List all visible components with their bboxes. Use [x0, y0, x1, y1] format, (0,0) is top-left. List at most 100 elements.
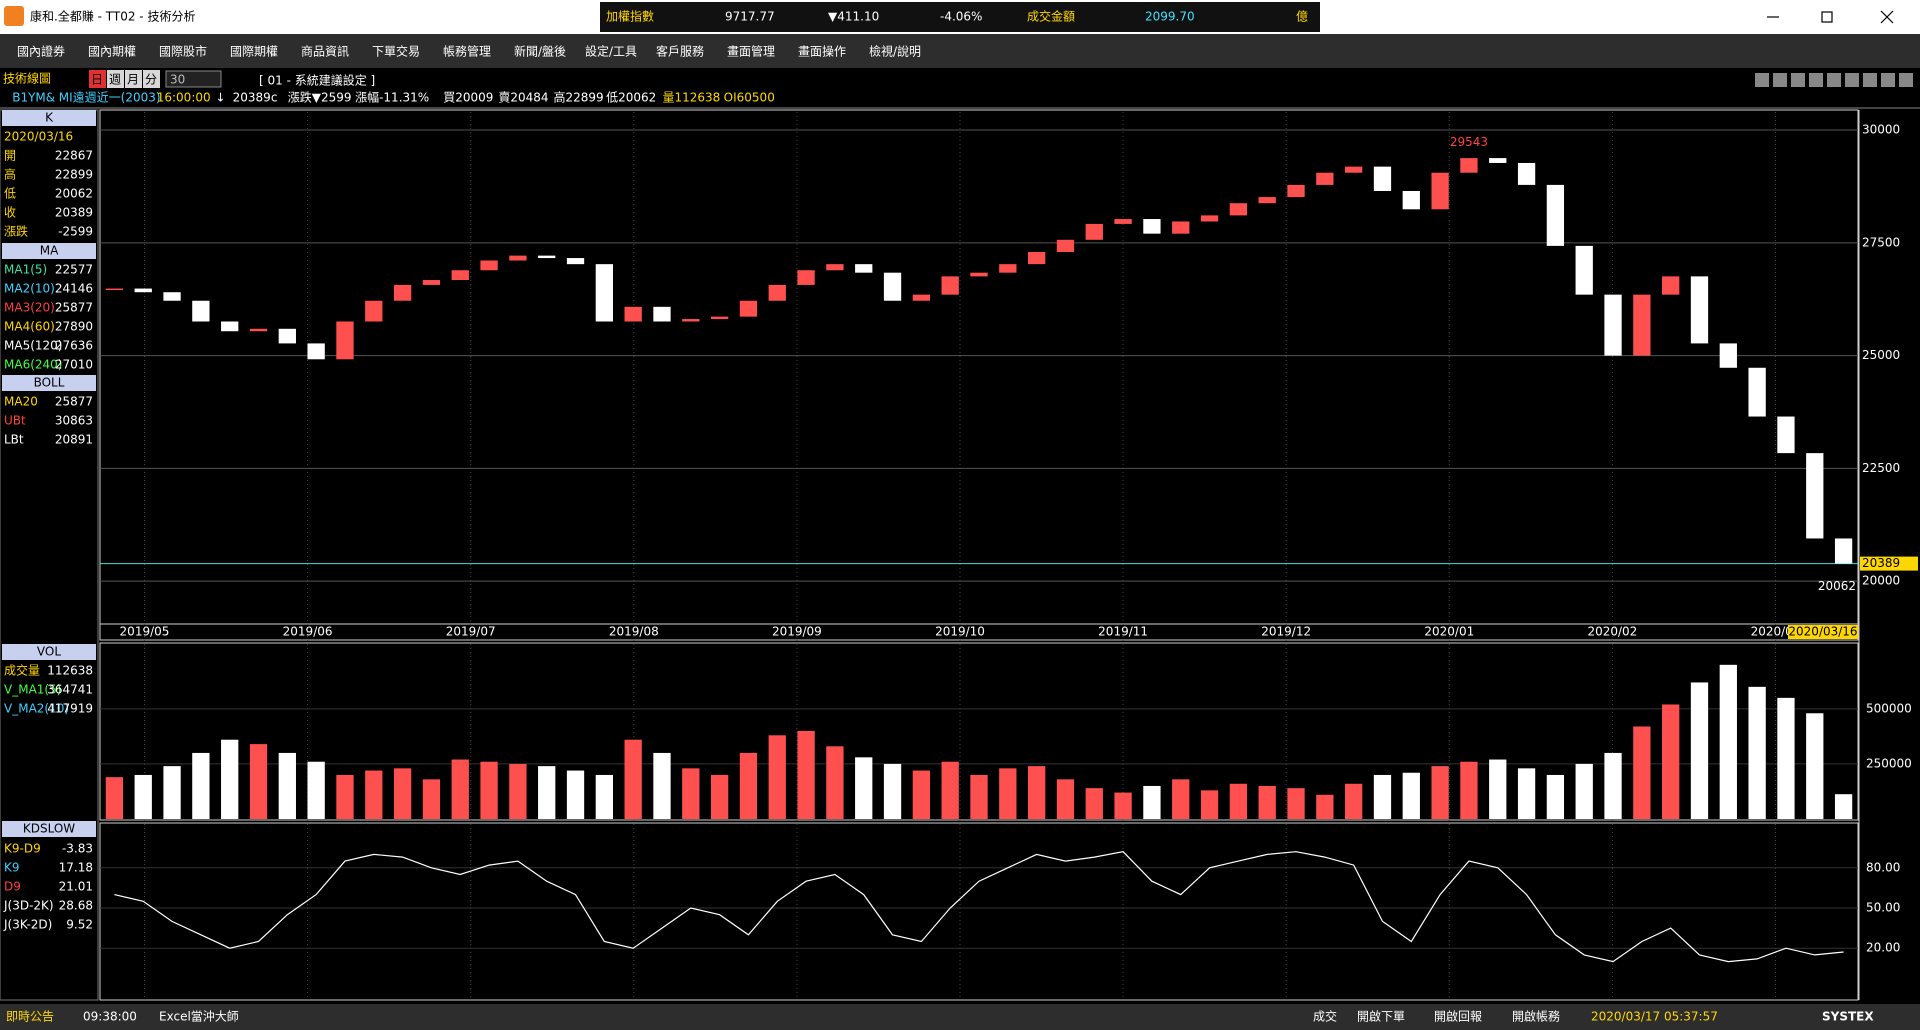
info-label: MA4(60) — [4, 320, 55, 334]
last-price-label: 20389 — [1862, 556, 1900, 570]
info-value: 28.68 — [59, 899, 93, 913]
volume-bar — [509, 763, 527, 819]
info-label: UBt — [4, 414, 26, 428]
info-label: 成交量 — [4, 663, 40, 678]
period-label[interactable]: 月 — [127, 73, 139, 87]
info-value: 20389 — [55, 206, 93, 220]
volume-bar — [480, 761, 498, 819]
y-tick-label: 500000 — [1866, 701, 1912, 715]
volume-bar — [826, 746, 844, 819]
volume-bar — [566, 770, 585, 819]
ticker-name: 加權指數 — [606, 9, 654, 24]
candle — [1662, 276, 1680, 295]
volume-bar — [1258, 785, 1276, 819]
menu-item[interactable]: 檢視/說明 — [869, 44, 921, 59]
menu-item[interactable]: 畫面操作 — [798, 44, 846, 59]
date-label: 2019/10 — [935, 625, 985, 639]
volume-bar — [307, 761, 325, 819]
quote-field: 漲跌▼2599 — [288, 90, 352, 105]
date-label: 2019/06 — [283, 625, 333, 639]
volume-bar — [1748, 686, 1766, 819]
period-label[interactable]: 週 — [109, 73, 121, 87]
volume-bar — [451, 759, 469, 819]
volume-bar — [1373, 774, 1392, 819]
panel-header — [2, 821, 96, 837]
period-button[interactable] — [89, 70, 106, 88]
panel-header-label: VOL — [37, 645, 61, 659]
volume-bar — [192, 752, 210, 819]
menu-item[interactable]: 設定/工具 — [585, 44, 637, 59]
period-label[interactable]: 日 — [91, 73, 103, 87]
info-value: -3.83 — [62, 842, 93, 856]
candle — [307, 343, 325, 360]
last-date: 2020/03/16 — [1788, 625, 1857, 639]
tool-name[interactable]: Excel當沖大師 — [159, 1010, 239, 1024]
high-marker: 29543 — [1450, 135, 1488, 149]
volume-bar — [1575, 763, 1593, 819]
menu-item[interactable]: 新聞/盤後 — [514, 44, 566, 59]
candle — [1690, 276, 1709, 344]
quote-field: MI遠週近一(2003) — [59, 91, 161, 105]
info-label: MA2(10) — [4, 282, 55, 296]
menu-item[interactable]: 畫面管理 — [727, 44, 775, 59]
status-button[interactable]: 開啟下單 — [1357, 1009, 1405, 1024]
period-button[interactable] — [107, 70, 124, 88]
menu-item[interactable]: 帳務管理 — [443, 44, 491, 59]
status-bar — [0, 1004, 1920, 1030]
menu-item[interactable]: 國際期權 — [230, 45, 278, 59]
status-button[interactable]: 開啟回報 — [1434, 1009, 1482, 1024]
candle — [1200, 215, 1219, 222]
menu-item[interactable]: 下單交易 — [372, 44, 420, 59]
panel-header-label: K — [45, 111, 54, 125]
count-select[interactable] — [165, 70, 222, 88]
candle — [1604, 294, 1622, 356]
candle — [797, 270, 815, 285]
period-button[interactable] — [143, 70, 160, 88]
date-label: 2019/07 — [446, 625, 496, 639]
status-button[interactable]: 開啟帳務 — [1512, 1009, 1560, 1024]
volume-bar — [739, 752, 758, 819]
quote-field: 量112638 — [662, 91, 720, 105]
candle — [1258, 197, 1276, 204]
candle — [1316, 172, 1334, 185]
status-button[interactable]: 成交 — [1313, 1009, 1337, 1024]
y-tick-label: 20.00 — [1866, 941, 1900, 955]
panel-frame — [99, 822, 1859, 1001]
count-value[interactable]: 30 — [170, 73, 185, 87]
info-value: 21.01 — [59, 880, 93, 894]
volume-bar — [768, 735, 786, 819]
candle — [451, 270, 469, 281]
menu-item[interactable]: 國內證券 — [17, 44, 65, 59]
info-value: 25877 — [55, 301, 93, 315]
candle — [1546, 184, 1565, 246]
kd-line — [114, 851, 1844, 963]
chart-tools[interactable] — [1755, 73, 1913, 87]
menu-item[interactable]: 商品資訊 — [301, 44, 349, 59]
menu-item[interactable]: 國內期權 — [88, 45, 136, 59]
candle — [566, 258, 585, 265]
date-label: 2019/09 — [772, 625, 822, 639]
period-label[interactable]: 分 — [145, 73, 157, 87]
date-label: 2019/12 — [1261, 625, 1311, 639]
info-value: 364741 — [47, 683, 93, 697]
menu-item[interactable]: 國際股市 — [159, 44, 207, 59]
toolbar — [0, 68, 1920, 108]
volume-bar — [1834, 794, 1853, 819]
volume-bar — [1114, 792, 1132, 819]
notice-time: 09:38:00 — [83, 1010, 137, 1024]
window-controls[interactable] — [1767, 10, 1894, 24]
notice[interactable]: 即時公告 — [6, 1010, 54, 1024]
volume-bar — [970, 774, 988, 819]
candle — [1575, 245, 1593, 295]
period-button[interactable] — [125, 70, 142, 88]
info-label: K9 — [4, 861, 20, 875]
low-marker: 20062 — [1818, 579, 1856, 593]
info-label: 收 — [4, 206, 16, 220]
menu-item[interactable]: 客戶服務 — [656, 44, 704, 59]
ticker-amount-label: 成交金額 — [1027, 9, 1075, 24]
candle — [595, 264, 613, 322]
candle — [999, 264, 1017, 273]
volume-bar — [624, 739, 642, 819]
candle — [1517, 162, 1536, 185]
